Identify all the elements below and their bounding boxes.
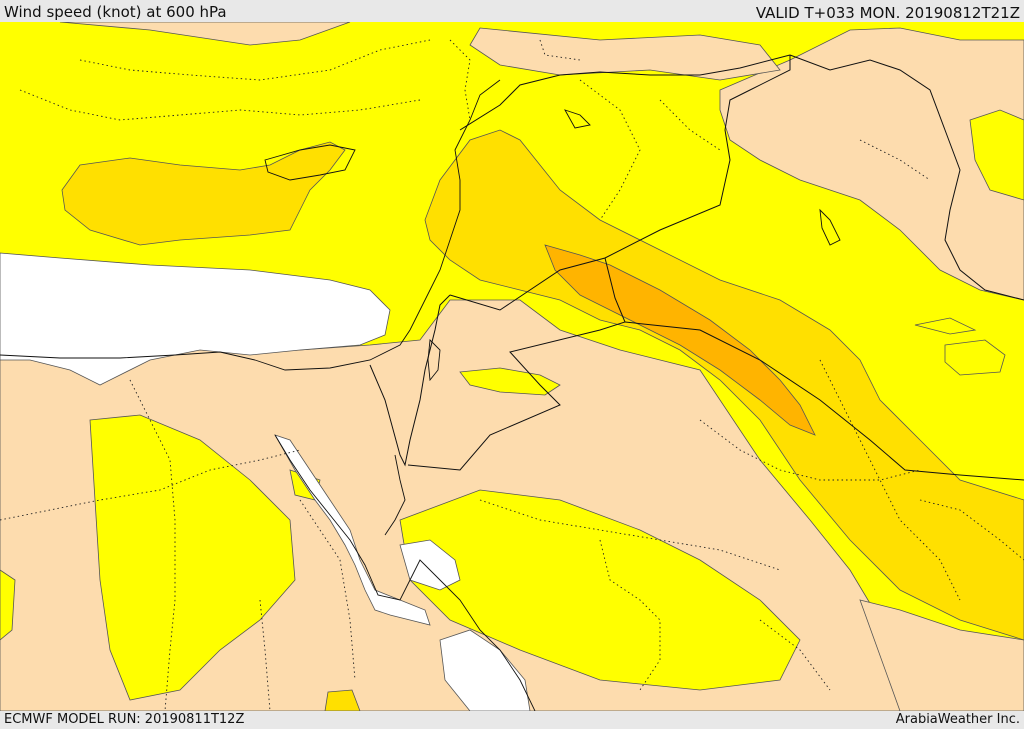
map-title: Wind speed (knot) at 600 hPa — [4, 3, 227, 21]
footer-bar: ECMWF MODEL RUN: 20190811T12Z ArabiaWeat… — [0, 711, 1024, 729]
country-borders — [369, 54, 1024, 481]
strongest-wind-core — [544, 244, 816, 436]
admin-boundaries — [0, 39, 1024, 711]
model-run: ECMWF MODEL RUN: 20190811T12Z — [4, 712, 245, 727]
header-bar: Wind speed (knot) at 600 hPa VALID T+033… — [0, 0, 1024, 22]
credit: ArabiaWeather Inc. — [895, 712, 1020, 727]
wind-speed-map[interactable] — [0, 22, 1024, 711]
map-canvas — [0, 22, 1024, 711]
valid-time: VALID T+033 MON. 20190812T21Z — [755, 4, 1020, 22]
coastlines — [0, 79, 841, 711]
mid-wind-patches — [0, 109, 1024, 701]
calm-wind-areas — [0, 252, 531, 711]
